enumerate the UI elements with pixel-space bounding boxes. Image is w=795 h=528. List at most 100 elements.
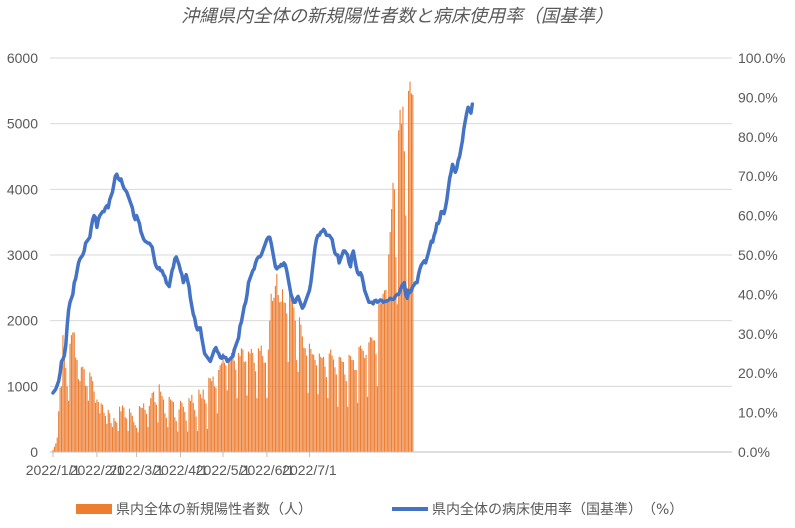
- bar: [215, 387, 217, 452]
- bar: [357, 402, 359, 452]
- bar: [174, 417, 176, 452]
- bar: [320, 356, 322, 452]
- bar: [82, 366, 84, 452]
- bar: [138, 406, 140, 452]
- bar: [340, 357, 342, 452]
- bar: [298, 317, 301, 452]
- bar: [267, 349, 269, 452]
- right-tick-label: 70.0%: [738, 168, 778, 184]
- bar: [143, 403, 145, 452]
- bar: [313, 354, 315, 452]
- bar: [344, 374, 346, 452]
- bar: [187, 431, 189, 452]
- bar: [218, 369, 220, 452]
- bar: [167, 427, 169, 452]
- bar: [332, 359, 335, 452]
- bar: [378, 304, 380, 452]
- left-tick-label: 5000: [7, 116, 38, 132]
- bar: [162, 399, 165, 452]
- bar: [304, 348, 306, 452]
- bar: [209, 378, 211, 452]
- bar: [110, 423, 112, 452]
- bar: [412, 94, 414, 453]
- bar: [245, 361, 247, 452]
- bar: [351, 360, 353, 452]
- bar: [355, 369, 357, 452]
- bar: [260, 345, 262, 452]
- bar: [300, 324, 302, 452]
- bar: [211, 381, 213, 452]
- bar-series-new-cases: [52, 81, 414, 453]
- bar: [403, 151, 405, 452]
- bar: [59, 387, 61, 452]
- bar: [182, 406, 184, 452]
- bar: [134, 425, 136, 452]
- bar: [303, 347, 305, 452]
- bar: [94, 402, 97, 452]
- bar: [315, 365, 318, 452]
- bar: [325, 377, 327, 452]
- bar: [63, 356, 65, 452]
- bar: [290, 294, 292, 452]
- bar: [96, 399, 98, 452]
- bar: [348, 354, 350, 452]
- left-tick-label: 3000: [7, 247, 38, 263]
- bar: [52, 450, 54, 452]
- bar: [291, 297, 293, 452]
- bar: [365, 354, 367, 452]
- bar: [330, 349, 332, 452]
- bar: [221, 363, 223, 452]
- bar: [147, 427, 149, 452]
- bar: [249, 353, 251, 452]
- bar: [189, 400, 191, 452]
- bar: [253, 362, 255, 452]
- bar: [364, 358, 366, 452]
- bar: [296, 360, 298, 452]
- right-tick-label: 30.0%: [738, 326, 778, 342]
- bar: [389, 232, 391, 452]
- bar: [66, 386, 68, 452]
- bar: [77, 379, 80, 452]
- bar: [148, 406, 150, 452]
- bar: [124, 417, 126, 452]
- bar: [158, 384, 160, 452]
- bar: [250, 348, 252, 452]
- bar: [140, 407, 142, 452]
- bar: [349, 356, 352, 452]
- legend-swatch-new-cases: [76, 504, 112, 514]
- bar: [328, 353, 330, 452]
- bar: [160, 391, 162, 452]
- bar: [228, 358, 230, 452]
- bar: [175, 421, 177, 452]
- bar: [379, 302, 381, 452]
- x-tick-label: 2022/4/1: [153, 462, 208, 478]
- bar: [335, 374, 337, 452]
- bar: [347, 406, 349, 452]
- bar: [164, 413, 166, 452]
- bar: [219, 365, 221, 452]
- bar: [154, 402, 156, 452]
- bar: [247, 351, 250, 452]
- bar: [317, 394, 319, 452]
- bar: [76, 360, 78, 452]
- bar: [206, 429, 208, 452]
- bar: [79, 381, 81, 452]
- bar: [269, 320, 271, 452]
- bar: [165, 417, 167, 452]
- bar: [391, 209, 393, 452]
- bar: [345, 381, 347, 452]
- bar: [263, 362, 265, 452]
- bar: [385, 289, 387, 452]
- bar: [358, 346, 360, 452]
- bar: [199, 394, 201, 452]
- bar: [87, 400, 89, 452]
- bar: [70, 335, 72, 452]
- bar: [53, 446, 55, 452]
- bar: [399, 109, 401, 452]
- bar: [201, 398, 203, 452]
- bar: [177, 431, 179, 452]
- bar: [239, 356, 241, 452]
- bar: [334, 367, 336, 452]
- bar: [150, 398, 152, 452]
- bar: [145, 413, 148, 452]
